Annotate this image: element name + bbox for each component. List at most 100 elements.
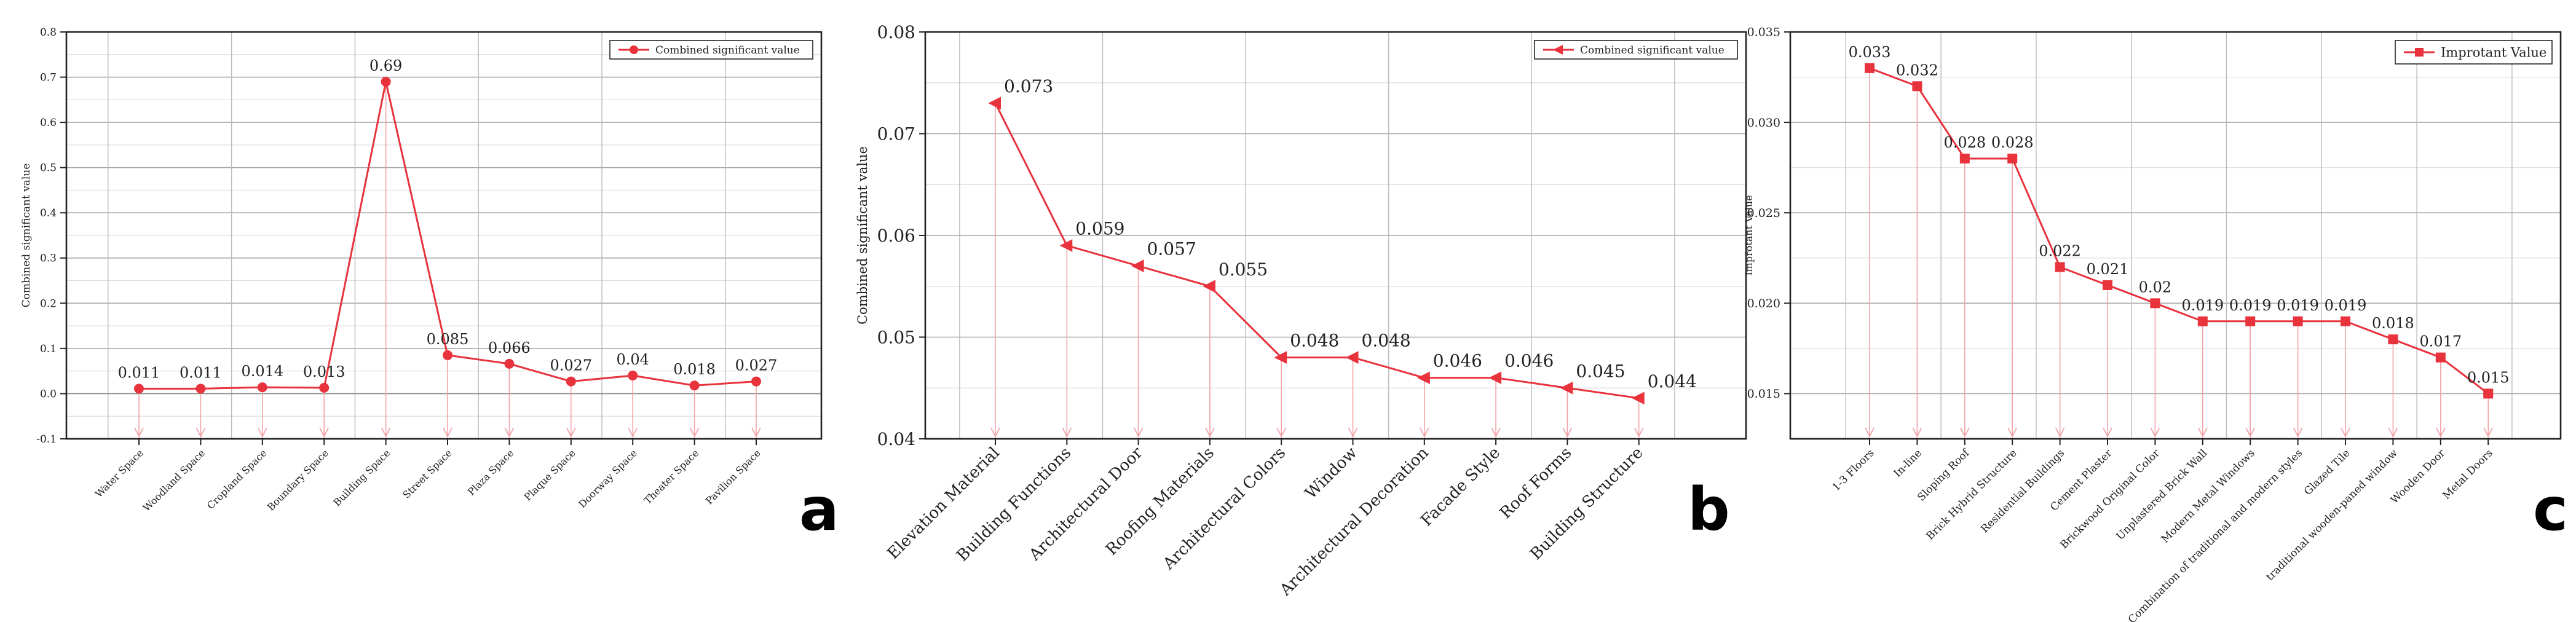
x-tick-label: Theater Space bbox=[642, 447, 701, 506]
y-tick-label: 0.06 bbox=[877, 226, 915, 246]
data-point bbox=[2435, 352, 2446, 363]
data-label: 0.046 bbox=[1504, 351, 1554, 371]
drop-arrow bbox=[134, 427, 144, 438]
data-point bbox=[628, 371, 638, 381]
y-axis: 0.04 0.05 0.06 0.07 0.08 Combined significant… bbox=[855, 22, 925, 449]
drop-arrow bbox=[1062, 427, 1072, 438]
drop-arrow bbox=[990, 427, 1000, 438]
drop-arrow bbox=[2103, 427, 2112, 438]
data-label: 0.021 bbox=[2087, 261, 2129, 278]
data-point bbox=[1488, 371, 1502, 385]
data-label: 0.018 bbox=[2372, 315, 2414, 332]
data-point bbox=[1865, 63, 1875, 73]
series-markers: 0.033 0.032 0.028 0.028 0.022 0.021 0.02 0.019 0… bbox=[1849, 44, 2510, 399]
data-point bbox=[2483, 388, 2494, 399]
x-tick-label: Brick Hybrid Structure bbox=[1924, 447, 2020, 542]
x-tick-label: Metal Doors bbox=[2440, 447, 2495, 502]
data-point bbox=[2197, 316, 2208, 326]
drop-lines bbox=[134, 81, 761, 438]
drop-arrow bbox=[381, 427, 391, 438]
drop-arrow bbox=[2341, 427, 2350, 438]
data-point bbox=[689, 380, 700, 391]
data-label: 0.027 bbox=[735, 357, 778, 374]
data-label: 0.044 bbox=[1648, 371, 1697, 392]
data-label: 0.018 bbox=[673, 361, 716, 378]
panel-letter-c: c bbox=[2533, 475, 2568, 544]
y-tick-label: 0.0 bbox=[40, 388, 57, 400]
data-label: 0.019 bbox=[2325, 297, 2367, 314]
data-point bbox=[751, 376, 761, 387]
data-label: 0.019 bbox=[2229, 297, 2272, 314]
x-tick-label: Plaque Space bbox=[522, 447, 578, 503]
data-label: 0.045 bbox=[1576, 361, 1625, 381]
drop-arrow bbox=[1419, 427, 1429, 438]
panel-letter-b: b bbox=[1688, 475, 1730, 544]
data-label: 0.011 bbox=[180, 364, 222, 381]
drop-arrow bbox=[257, 427, 267, 438]
drop-arrow bbox=[751, 427, 761, 438]
data-point bbox=[257, 382, 267, 393]
legend: Combined significant value bbox=[1534, 40, 1738, 60]
y-axis-label: Combined significant value bbox=[20, 163, 33, 308]
x-tick-label: Residential Buildings bbox=[1978, 447, 2067, 535]
chart-panel-b: 0.04 0.05 0.06 0.07 0.08 Combined significant… bbox=[855, 22, 1747, 600]
data-label: 0.027 bbox=[550, 357, 592, 374]
legend: Combined significant value bbox=[609, 40, 813, 60]
x-tick-label: Street Space bbox=[400, 447, 454, 500]
drop-arrow bbox=[566, 427, 576, 438]
data-label: 0.066 bbox=[488, 339, 531, 356]
x-tick-label: Brickwood Original Color bbox=[2058, 447, 2162, 551]
y-axis-label: Improtant Value bbox=[1743, 195, 1755, 275]
drop-arrow bbox=[2197, 427, 2208, 438]
drop-arrow bbox=[1491, 427, 1501, 438]
data-point bbox=[988, 96, 1001, 110]
data-point bbox=[2103, 280, 2112, 290]
data-label: 0.048 bbox=[1290, 331, 1339, 351]
data-point bbox=[2007, 153, 2018, 163]
data-label: 0.019 bbox=[2277, 297, 2319, 314]
data-point bbox=[196, 384, 206, 394]
data-label: 0.022 bbox=[2039, 242, 2081, 259]
legend-marker bbox=[630, 45, 638, 54]
drop-arrow bbox=[2055, 427, 2065, 438]
y-tick-label: 0.5 bbox=[40, 162, 57, 175]
y-tick-label: 0.07 bbox=[877, 124, 915, 144]
drop-arrow bbox=[1865, 427, 1875, 438]
data-point bbox=[381, 76, 391, 87]
drop-arrow bbox=[443, 427, 452, 438]
data-label: 0.019 bbox=[2181, 297, 2224, 314]
data-label: 0.015 bbox=[2467, 369, 2510, 386]
y-tick-label: -0.1 bbox=[36, 433, 57, 446]
series-markers: 0.073 0.059 0.057 0.055 0.048 0.048 0.046 0.046… bbox=[988, 76, 1697, 405]
y-tick-label: 0.030 bbox=[1747, 116, 1780, 130]
series-line bbox=[1869, 67, 2489, 395]
data-label: 0.013 bbox=[303, 363, 346, 380]
data-label: 0.028 bbox=[1991, 134, 2034, 151]
y-tick-label: 0.025 bbox=[1747, 207, 1780, 220]
data-point bbox=[1274, 351, 1287, 364]
x-tick-label: 1-3 Floors bbox=[1830, 447, 1877, 494]
drop-arrow bbox=[1348, 427, 1358, 438]
data-label: 0.046 bbox=[1433, 351, 1482, 371]
x-tick-label: Building Space bbox=[331, 447, 392, 508]
drop-lines bbox=[990, 103, 1644, 438]
data-label: 0.014 bbox=[241, 363, 283, 380]
data-point bbox=[2055, 262, 2065, 272]
data-label: 0.69 bbox=[369, 57, 402, 74]
drop-arrow bbox=[2388, 427, 2398, 438]
drop-arrow bbox=[2245, 427, 2256, 438]
panel-letter-a: a bbox=[799, 475, 839, 544]
y-tick-label: 0.08 bbox=[877, 22, 915, 42]
y-tick-label: 0.015 bbox=[1747, 387, 1780, 401]
y-tick-label: 0.020 bbox=[1747, 297, 1780, 310]
legend: Improtant Value bbox=[2395, 40, 2553, 65]
y-tick-label: 0.6 bbox=[40, 117, 57, 129]
data-label: 0.073 bbox=[1004, 76, 1053, 96]
y-tick-label: 0.4 bbox=[40, 207, 57, 219]
data-label: 0.04 bbox=[616, 351, 649, 368]
data-label: 0.028 bbox=[1943, 134, 1986, 151]
chart-panel-c: 0.015 0.020 0.025 0.030 0.035 Improtant Value… bbox=[1743, 26, 2568, 622]
data-label: 0.048 bbox=[1362, 331, 1411, 351]
drop-arrow bbox=[196, 427, 206, 438]
